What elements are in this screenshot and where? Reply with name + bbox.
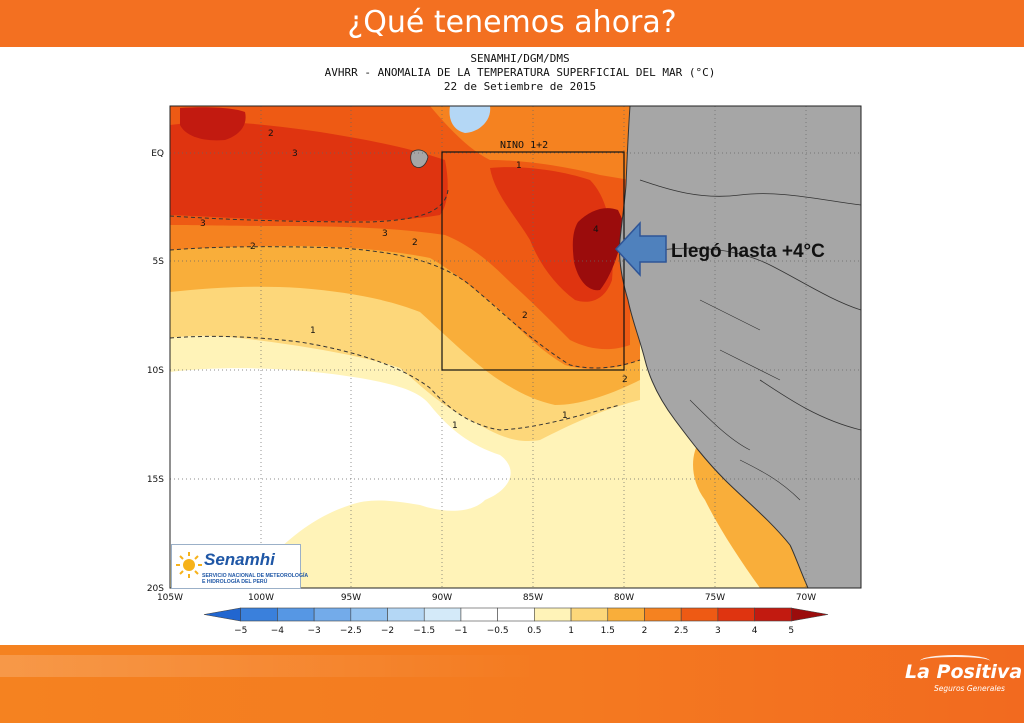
contour-label: 3	[292, 149, 298, 159]
latitude-labels: EQ 5S 10S 15S 20S	[147, 149, 164, 594]
contour-label: 1	[562, 411, 568, 421]
colorbar-segment	[423, 607, 462, 622]
footer-stripe	[0, 655, 540, 677]
colorbar-tick-label: −2.5	[340, 626, 362, 636]
lon-label: 105W	[157, 593, 183, 603]
colorbar-segment	[277, 607, 315, 622]
colorbar-segment	[313, 607, 352, 622]
contour-label: 2	[250, 242, 256, 252]
lon-label: 95W	[341, 593, 361, 603]
contour-label: 1	[516, 161, 522, 171]
colorbar-tick-label: −3	[307, 626, 320, 636]
colorbar-segment	[717, 607, 755, 622]
map-header-date: 22 de Setiembre de 2015	[443, 80, 597, 93]
colorbar	[203, 607, 829, 622]
contour-label: 2	[622, 375, 628, 385]
colorbar-segment	[203, 607, 242, 622]
colorbar-tick-label: 3	[715, 626, 721, 636]
colorbar-tick-label: −1.5	[413, 626, 435, 636]
colorbar-tick-label: 4	[752, 626, 758, 636]
map-plot-area	[170, 106, 861, 588]
colorbar-labels: −5 −4 −3 −2.5 −2 −1.5 −1 −0.5 0.5 1 1.5 2 2.5 3 4 5	[234, 626, 794, 636]
map-header-title: AVHRR - ANOMALIA DE LA TEMPERATURA SUPER…	[324, 66, 716, 79]
lon-label: 70W	[796, 593, 816, 603]
lon-label: 75W	[705, 593, 725, 603]
lat-label: 15S	[147, 475, 164, 485]
map-frame	[169, 105, 862, 589]
contour-label: 2	[522, 311, 528, 321]
colorbar-segment	[534, 607, 572, 622]
contour-label: 1	[452, 421, 458, 431]
map-header: SENAMHI/DGM/DMS AVHRR - ANOMALIA DE LA T…	[240, 52, 800, 94]
colorbar-tick-label: 1.5	[601, 626, 615, 636]
lat-label: 5S	[153, 257, 165, 267]
senamhi-logo-subtitle: E HIDROLOGÍA DEL PERÚ	[202, 579, 268, 585]
regional-borders	[689, 299, 801, 501]
annotation-text: Llegó hasta +4°C	[671, 241, 825, 262]
colorbar-tick-label: −5	[234, 626, 247, 636]
brand-logo: La Positiva	[905, 661, 1023, 683]
lon-label: 80W	[614, 593, 634, 603]
contour-label: 2	[268, 129, 274, 139]
colorbar-segment	[387, 607, 425, 622]
galapagos-islands	[410, 149, 429, 168]
colorbar-segment	[570, 607, 609, 622]
lat-label: 20S	[147, 584, 164, 594]
nino-region-box	[441, 151, 625, 371]
colorbar-tick-label: 2	[642, 626, 648, 636]
longitude-labels: 105W 100W 95W 90W 85W 80W 75W 70W	[157, 593, 816, 603]
colorbar-segment	[790, 607, 829, 622]
border-ecuador-colombia	[639, 179, 861, 206]
contour-2-line	[170, 246, 641, 369]
contour-3-line	[170, 189, 449, 223]
colorbar-tick-label: 0.5	[527, 626, 541, 636]
colorbar-segment	[240, 607, 278, 622]
colorbar-segment	[680, 607, 719, 622]
brand-tagline: Seguros Generales	[934, 684, 1005, 693]
nino-region-label: NINO 1+2	[500, 140, 548, 151]
anomaly-3-west-region	[170, 122, 448, 222]
lon-label: 85W	[523, 593, 543, 603]
contour-label: 4	[593, 225, 599, 235]
footer-band	[0, 645, 1024, 723]
colorbar-tick-label: −4	[271, 626, 285, 636]
border-peru-brazil	[659, 247, 861, 311]
colorbar-segment	[607, 607, 645, 622]
colorbar-tick-label: −0.5	[487, 626, 509, 636]
colorbar-segment	[460, 607, 498, 622]
title-bar	[0, 0, 1024, 47]
colorbar-tick-label: 1	[568, 626, 574, 636]
colorbar-segment	[754, 607, 792, 622]
contour-label: 3	[382, 229, 388, 239]
border-peru-bolivia	[759, 379, 861, 431]
sun-logo-icon	[176, 552, 202, 578]
anomaly-white-region	[170, 368, 511, 560]
colorbar-tick-label: 5	[788, 626, 794, 636]
contour-1-line	[170, 335, 621, 431]
senamhi-logo: Senamhi SERVICIO NACIONAL DE METEOROLOGÍ…	[171, 544, 308, 589]
contour-label: 1	[310, 326, 316, 336]
anomaly-4-region	[572, 208, 625, 291]
contour-label: 2	[412, 238, 418, 248]
colorbar-tick-label: −2	[381, 626, 394, 636]
lat-label: EQ	[151, 149, 164, 159]
lon-label: 100W	[248, 593, 274, 603]
pointer-arrow-icon	[614, 221, 667, 277]
slide-title: ¿Qué tenemos ahora?	[347, 5, 677, 40]
anomaly-4-west-region	[180, 107, 246, 141]
senamhi-logo-name: Senamhi	[204, 550, 275, 569]
map-header-source: SENAMHI/DGM/DMS	[470, 52, 570, 65]
contour-label: 3	[200, 219, 206, 229]
lat-label: 10S	[147, 366, 164, 376]
colorbar-segment	[350, 607, 388, 622]
lon-label: 90W	[432, 593, 452, 603]
negative-anomaly-patch	[449, 106, 491, 133]
brand-swoosh-icon	[920, 655, 990, 667]
colorbar-tick-label: 2.5	[674, 626, 688, 636]
colorbar-tick-label: −1	[454, 626, 467, 636]
senamhi-logo-subtitle: SERVICIO NACIONAL DE METEOROLOGÍA	[202, 573, 309, 579]
colorbar-segment	[644, 607, 682, 622]
colorbar-segment	[497, 607, 535, 622]
